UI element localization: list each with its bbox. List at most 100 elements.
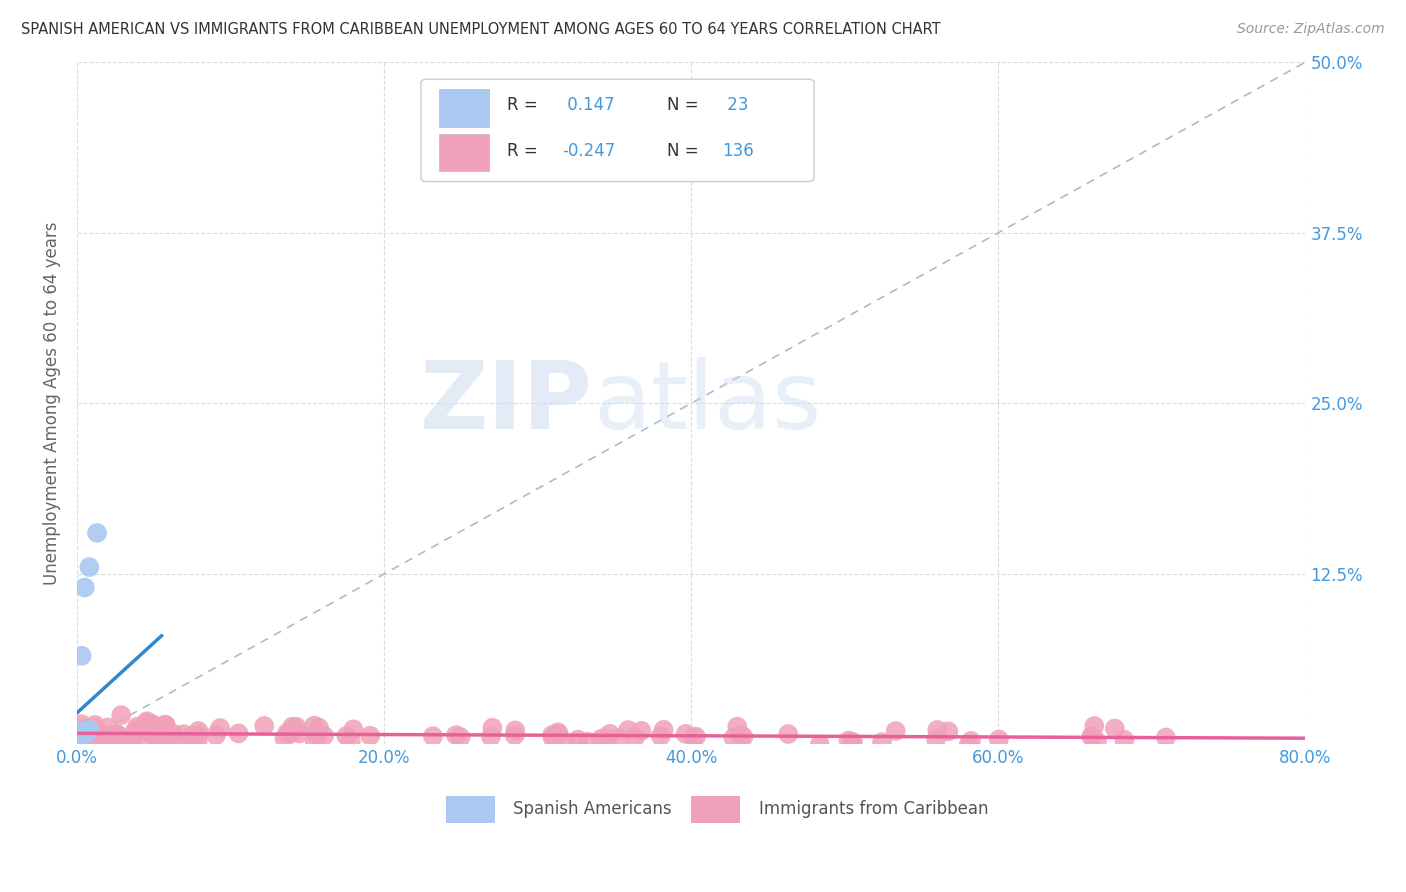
Point bbox=[111, 736, 134, 750]
Point bbox=[285, 720, 308, 734]
Point bbox=[73, 581, 96, 595]
Point bbox=[842, 735, 865, 749]
Point bbox=[79, 560, 101, 574]
Point bbox=[166, 734, 188, 748]
Point bbox=[960, 734, 983, 748]
Point bbox=[155, 718, 177, 732]
Point bbox=[987, 732, 1010, 747]
Point bbox=[281, 720, 304, 734]
Point bbox=[1081, 730, 1104, 744]
Point bbox=[682, 731, 704, 745]
Text: R =: R = bbox=[508, 142, 543, 160]
Point bbox=[69, 723, 91, 737]
Point bbox=[121, 734, 143, 748]
Point bbox=[304, 734, 326, 748]
Point bbox=[741, 96, 763, 111]
Point bbox=[66, 733, 89, 747]
Point bbox=[118, 733, 141, 747]
Point bbox=[725, 720, 748, 734]
Point bbox=[481, 721, 503, 735]
Point bbox=[288, 726, 311, 740]
Point bbox=[187, 728, 209, 742]
Point bbox=[66, 733, 89, 747]
Point bbox=[675, 727, 697, 741]
Point bbox=[841, 738, 863, 752]
Point bbox=[276, 726, 298, 740]
Point bbox=[503, 723, 526, 738]
Point bbox=[1154, 731, 1177, 745]
Point bbox=[187, 736, 209, 750]
Point bbox=[66, 728, 89, 742]
Point bbox=[69, 723, 91, 737]
Point bbox=[127, 720, 149, 734]
Point bbox=[141, 727, 163, 741]
Point bbox=[105, 727, 128, 741]
Point bbox=[80, 727, 103, 741]
Point bbox=[153, 733, 176, 747]
FancyBboxPatch shape bbox=[420, 79, 814, 182]
Point bbox=[925, 732, 948, 747]
Point bbox=[75, 735, 97, 749]
Point bbox=[149, 723, 172, 738]
Point bbox=[73, 726, 96, 740]
Text: -0.247: -0.247 bbox=[562, 142, 616, 160]
Point bbox=[547, 727, 569, 741]
Point bbox=[148, 728, 170, 742]
Point bbox=[91, 735, 114, 749]
Point bbox=[342, 723, 364, 737]
Point bbox=[599, 727, 621, 741]
Point bbox=[335, 729, 357, 743]
Point bbox=[124, 723, 146, 738]
Bar bbox=[692, 796, 741, 823]
Point bbox=[69, 728, 91, 742]
Point bbox=[153, 717, 176, 731]
Point bbox=[209, 721, 232, 735]
Point bbox=[450, 730, 472, 744]
Y-axis label: Unemployment Among Ages 60 to 64 years: Unemployment Among Ages 60 to 64 years bbox=[44, 221, 60, 585]
Bar bbox=[440, 134, 488, 171]
Point bbox=[136, 725, 159, 739]
Point bbox=[870, 735, 893, 749]
Point bbox=[143, 719, 166, 733]
Point bbox=[75, 725, 97, 739]
Point bbox=[838, 733, 860, 747]
Text: N =: N = bbox=[666, 142, 703, 160]
Point bbox=[67, 729, 90, 743]
Point bbox=[69, 731, 91, 745]
Point bbox=[280, 726, 302, 740]
Point bbox=[86, 733, 108, 747]
Point bbox=[82, 729, 104, 743]
Point bbox=[110, 708, 132, 723]
Point bbox=[149, 731, 172, 745]
Point bbox=[1114, 732, 1136, 747]
Point bbox=[75, 723, 97, 738]
Point bbox=[359, 729, 381, 743]
Point bbox=[79, 723, 101, 737]
Point bbox=[273, 731, 295, 746]
Point bbox=[595, 732, 617, 747]
Point bbox=[72, 725, 94, 739]
Point bbox=[120, 731, 142, 746]
Point bbox=[305, 727, 328, 741]
Point bbox=[1080, 730, 1102, 744]
Point bbox=[308, 721, 330, 735]
Point bbox=[84, 736, 107, 750]
Point bbox=[67, 723, 90, 737]
Point bbox=[1083, 719, 1105, 733]
Point bbox=[66, 731, 89, 745]
Point bbox=[75, 726, 97, 740]
Point bbox=[66, 723, 89, 738]
Point bbox=[187, 723, 209, 738]
Text: R =: R = bbox=[508, 96, 543, 114]
Point bbox=[75, 731, 97, 746]
Text: SPANISH AMERICAN VS IMMIGRANTS FROM CARIBBEAN UNEMPLOYMENT AMONG AGES 60 TO 64 Y: SPANISH AMERICAN VS IMMIGRANTS FROM CARI… bbox=[21, 22, 941, 37]
Point bbox=[541, 731, 564, 745]
Point bbox=[444, 728, 467, 742]
Point bbox=[609, 731, 631, 746]
Point bbox=[84, 718, 107, 732]
Point bbox=[808, 738, 831, 752]
Text: Immigrants from Caribbean: Immigrants from Caribbean bbox=[759, 800, 988, 818]
Point bbox=[72, 731, 94, 745]
Point bbox=[83, 727, 105, 741]
Point bbox=[127, 730, 149, 744]
